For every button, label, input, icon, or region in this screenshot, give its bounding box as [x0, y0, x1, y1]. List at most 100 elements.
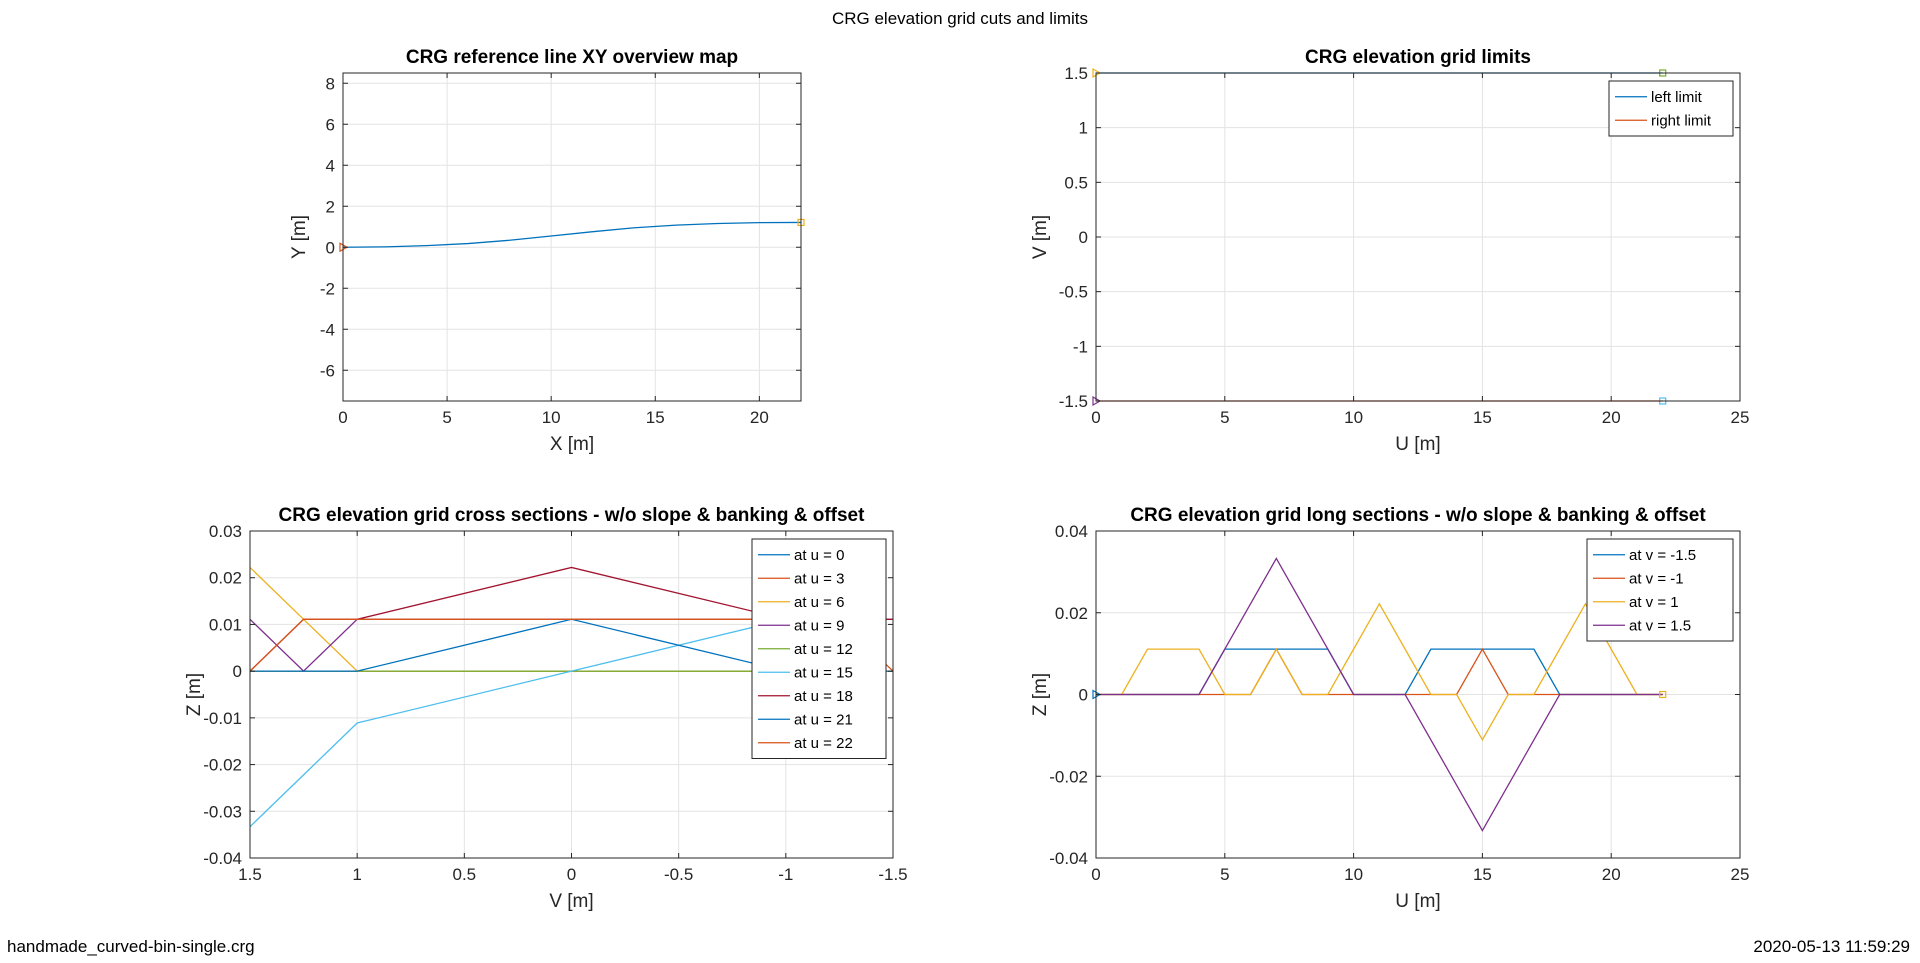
legend-entry: at u = 0 [794, 547, 844, 564]
y-axis-label: Z [m] [184, 673, 205, 716]
subplot-cross-sections: 1.5 1 0.5 0 -0.5 -1 -1.5 -0.04 -0.03 -0.02 -0.01 0 0… [184, 505, 908, 912]
y-tick-label: 1.5 [1064, 64, 1088, 83]
x-tick-label: 15 [1473, 408, 1492, 427]
x-tick-label: 20 [1602, 865, 1621, 884]
y-tick-label: -0.03 [203, 802, 242, 821]
subplot-title: CRG elevation grid long sections - w/o s… [1130, 505, 1706, 526]
y-axis-label: Z [m] [1030, 673, 1051, 716]
x-tick-label: 1.5 [238, 865, 262, 884]
subplot-grid-limits: 0 5 10 15 20 25 -1.5 -1 -0.5 0 0.5 1 1.5 CRG elevatio… [1030, 47, 1749, 455]
y-tick-label: 1 [1079, 119, 1088, 138]
x-tick-label: 15 [646, 408, 665, 427]
y-tick-label: 4 [326, 156, 335, 175]
legend-entry: at u = 12 [794, 641, 853, 658]
y-axis-label: Y [m] [289, 215, 310, 259]
y-tick-label: 0.01 [209, 615, 242, 634]
x-tick-label: 15 [1473, 865, 1492, 884]
y-tick-label: 0.02 [209, 569, 242, 588]
x-tick-label: 5 [1220, 865, 1229, 884]
subplot-xy-map: 0 5 10 15 20 -6 -4 -2 0 2 4 6 8 CRG reference line XY… [289, 47, 805, 455]
legend-entry: left limit [1651, 89, 1703, 106]
footer-filename: handmade_curved-bin-single.crg [7, 937, 255, 956]
y-tick-label: -0.01 [203, 709, 242, 728]
y-tick-label: 0.02 [1055, 604, 1088, 623]
y-axis-label: V [m] [1030, 215, 1051, 259]
x-tick-label: 0 [338, 408, 347, 427]
legend-box [1586, 538, 1734, 642]
x-axis-label: X [m] [550, 434, 594, 455]
x-tick-label: 5 [1220, 408, 1229, 427]
y-tick-label: 6 [326, 115, 335, 134]
legend: at v = -1.5 at v = -1 at v = 1 at v = 1.5 [1586, 538, 1734, 642]
legend-entry: at u = 21 [794, 711, 853, 728]
x-tick-label: 0 [1091, 408, 1100, 427]
y-tick-label: -1.5 [1059, 392, 1088, 411]
series-group [342, 221, 802, 248]
y-tick-label: -2 [320, 279, 335, 298]
y-tick-label: 0.04 [1055, 522, 1088, 541]
y-tick-label: -0.04 [1049, 849, 1088, 868]
plot-area [343, 73, 801, 401]
x-tick-label: -0.5 [664, 865, 693, 884]
x-tick-label: -1 [778, 865, 793, 884]
y-tick-label: -0.04 [203, 849, 242, 868]
y-tick-label: 0 [233, 662, 242, 681]
legend-entry: at u = 22 [794, 735, 853, 752]
y-tick-label: -0.5 [1059, 283, 1088, 302]
series-line-0 [342, 221, 802, 248]
legend: at u = 0 at u = 3 at u = 6 at u = 9 at u = 1… [751, 538, 887, 759]
x-tick-label: 10 [542, 408, 561, 427]
legend-entry: at u = 9 [794, 617, 844, 634]
x-tick-label: 1 [352, 865, 361, 884]
y-tick-label: 2 [326, 197, 335, 216]
subplot-long-sections: 0 5 10 15 20 25 -0.04 -0.02 0 0.02 0.04 CRG elevati… [1030, 505, 1749, 912]
x-axis-label: U [m] [1395, 891, 1440, 912]
legend-entry: right limit [1651, 112, 1712, 129]
y-tick-label: -1 [1073, 337, 1088, 356]
series-line-at-v-1 [1096, 602, 1663, 742]
legend-entry: at v = 1 [1629, 594, 1679, 611]
x-tick-label: 0 [1091, 865, 1100, 884]
figure-suptitle: CRG elevation grid cuts and limits [832, 9, 1088, 28]
legend-entry: at v = -1.5 [1629, 547, 1696, 564]
legend-box [1608, 80, 1734, 137]
y-tick-label: 0.03 [209, 522, 242, 541]
x-tick-label: 0.5 [453, 865, 477, 884]
legend-entry: at v = -1 [1629, 570, 1684, 587]
subplot-title: CRG elevation grid limits [1305, 47, 1531, 68]
legend-entry: at v = 1.5 [1629, 617, 1691, 634]
x-axis-label: U [m] [1395, 434, 1440, 455]
y-tick-label: 0 [1079, 686, 1088, 705]
y-tick-label: 0.5 [1064, 173, 1088, 192]
y-tick-label: 0 [326, 238, 335, 257]
legend-entry: at u = 18 [794, 688, 853, 705]
y-tick-label: 0 [1079, 228, 1088, 247]
x-tick-label: 10 [1344, 865, 1363, 884]
x-tick-label: 10 [1344, 408, 1363, 427]
x-tick-label: 25 [1731, 865, 1750, 884]
x-tick-label: -1.5 [878, 865, 907, 884]
end-marker [1659, 690, 1667, 699]
x-tick-label: 0 [567, 865, 576, 884]
x-tick-label: 20 [1602, 408, 1621, 427]
legend-entry: at u = 6 [794, 594, 844, 611]
legend: left limit right limit [1608, 80, 1734, 137]
y-tick-label: -6 [320, 361, 335, 380]
axes-box [342, 72, 802, 402]
subplot-title: CRG elevation grid cross sections - w/o … [279, 505, 866, 526]
y-tick-label: -0.02 [1049, 767, 1088, 786]
y-tick-label: -0.02 [203, 756, 242, 775]
footer-timestamp: 2020-05-13 11:59:29 [1753, 937, 1910, 956]
x-tick-label: 20 [750, 408, 769, 427]
x-axis-label: V [m] [549, 891, 593, 912]
series-line-at-v-1-5 [1096, 557, 1663, 832]
legend-entry: at u = 15 [794, 664, 853, 681]
x-tick-label: 5 [442, 408, 451, 427]
subplot-title: CRG reference line XY overview map [406, 47, 738, 68]
y-tick-label: 8 [326, 74, 335, 93]
series-group [1096, 557, 1663, 832]
legend-entry: at u = 3 [794, 570, 844, 587]
x-tick-label: 25 [1731, 408, 1750, 427]
y-tick-label: -4 [320, 320, 335, 339]
